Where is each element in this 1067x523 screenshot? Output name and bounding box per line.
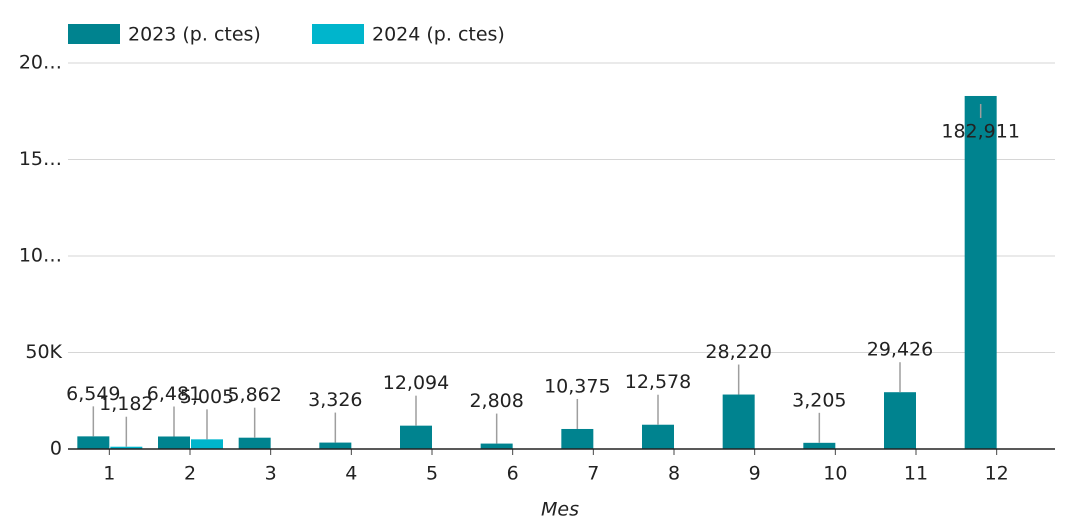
data-label: 12,578	[625, 371, 691, 393]
x-tick-label: 9	[749, 463, 761, 485]
bar	[884, 392, 916, 449]
x-tick-label: 3	[265, 463, 277, 485]
x-tick-label: 7	[587, 463, 599, 485]
bar	[191, 439, 223, 449]
bar	[561, 428, 594, 449]
bar	[642, 424, 674, 449]
legend-swatch	[312, 24, 364, 44]
bar	[110, 446, 143, 449]
x-tick-label: 10	[823, 463, 847, 485]
y-tick-label: 50K	[25, 341, 62, 363]
data-label: 6,549	[66, 383, 120, 405]
bar	[964, 95, 997, 449]
x-tick-label: 5	[426, 463, 438, 485]
data-label: 3,326	[308, 389, 362, 411]
data-label: 29,426	[867, 339, 933, 361]
x-tick-label: 2	[184, 463, 196, 485]
data-label: 5,005	[180, 386, 234, 408]
data-label: 12,094	[383, 372, 449, 394]
data-label: 5,862	[227, 384, 281, 406]
data-label: 3,205	[792, 389, 846, 411]
bar	[400, 425, 432, 449]
x-tick-label: 6	[507, 463, 519, 485]
data-label: 182,911	[941, 120, 1020, 142]
x-tick-label: 12	[985, 463, 1009, 485]
data-label: 2,808	[469, 390, 523, 412]
legend-label: 2024 (p. ctes)	[372, 24, 505, 46]
x-tick-label: 11	[904, 463, 928, 485]
bar	[319, 442, 352, 449]
bar	[803, 442, 836, 449]
bar	[722, 394, 755, 449]
bar	[238, 437, 271, 449]
legend-label: 2023 (p. ctes)	[128, 24, 261, 46]
data-label: 1,182	[99, 393, 153, 415]
data-label: 6,481	[147, 383, 201, 405]
x-axis-title: Mes	[541, 499, 579, 521]
x-tick-label: 8	[668, 463, 680, 485]
y-tick-label: 0	[50, 438, 62, 460]
x-tick-label: 4	[345, 463, 357, 485]
bar	[77, 436, 110, 449]
bar	[480, 443, 513, 449]
bar	[158, 436, 190, 449]
y-tick-label: 20…	[19, 52, 62, 74]
y-tick-label: 10…	[19, 245, 62, 267]
data-label: 10,375	[544, 375, 610, 397]
y-tick-label: 15…	[19, 148, 62, 170]
x-tick-label: 1	[103, 463, 115, 485]
legend-swatch	[68, 24, 120, 44]
data-label: 28,220	[705, 341, 771, 363]
